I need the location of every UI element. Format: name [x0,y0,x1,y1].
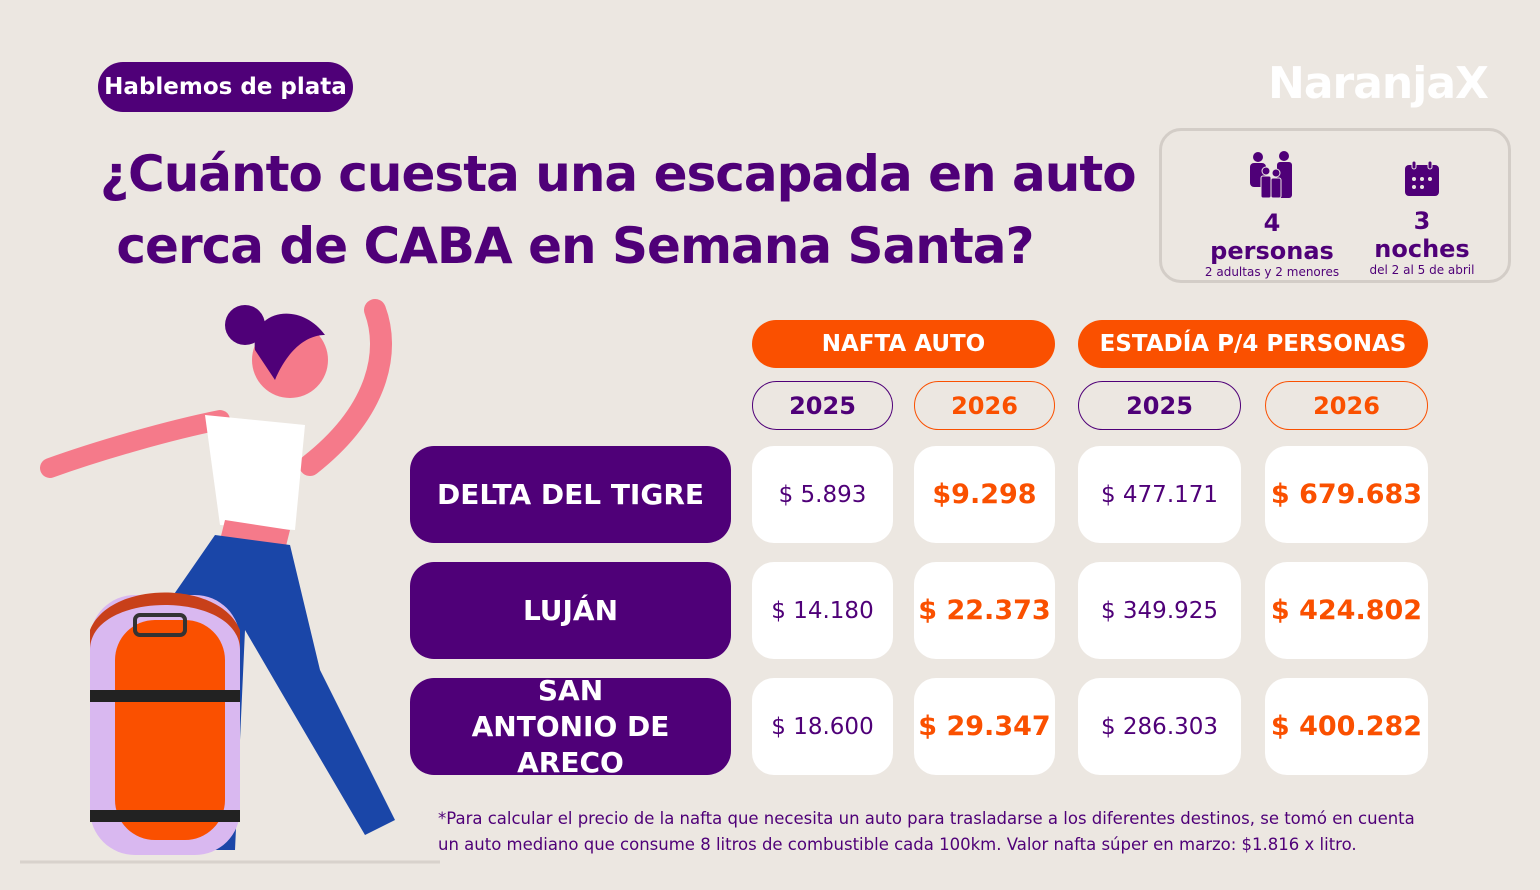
people-info: 4 personas 2 adultas y 2 menores [1202,151,1342,279]
price-cell: $ 679.683 [1265,446,1428,543]
naranjax-logo: NaranjaX [1268,58,1489,109]
price-cell: $ 400.282 [1265,678,1428,775]
people-count: 4 personas [1210,209,1334,265]
year-header-nafta-2026: 2026 [914,381,1055,430]
price-cell: $ 5.893 [752,446,893,543]
price-cell: $ 286.303 [1078,678,1241,775]
year-header-nafta-2025: 2025 [752,381,893,430]
group-header-nafta: NAFTA AUTO [752,320,1055,368]
destination-label: LUJÁN [410,562,731,659]
traveler-illustration [20,299,440,864]
year-header-estadia-2025: 2025 [1078,381,1241,430]
page-title: ¿Cuánto cuesta una escapada en auto cerc… [100,138,1137,282]
title-line-1: ¿Cuánto cuesta una escapada en auto [100,145,1137,203]
nights-dates: del 2 al 5 de abril [1369,263,1475,277]
price-cell: $ 424.802 [1265,562,1428,659]
price-cell: $ 29.347 [914,678,1055,775]
year-header-estadia-2026: 2026 [1265,381,1428,430]
price-cell: $ 22.373 [914,562,1055,659]
destination-label: SAN ANTONIO DE ARECO [410,674,731,779]
family-icon [1250,151,1292,199]
destination-label: DELTA DEL TIGRE [410,446,731,543]
footnote: *Para calcular el precio de la nafta que… [438,806,1415,858]
section-tag: Hablemos de plata [98,62,353,112]
title-line-2: cerca de CABA en Semana Santa? [100,217,1034,275]
nights-count: 3 noches [1374,207,1470,263]
footnote-line-2: un auto mediano que consume 8 litros de … [438,835,1357,854]
price-cell: $ 477.171 [1078,446,1241,543]
group-header-estadia: ESTADÍA P/4 PERSONAS [1078,320,1428,368]
nights-info: 3 noches del 2 al 5 de abril [1362,160,1482,277]
footnote-line-1: *Para calcular el precio de la nafta que… [438,809,1415,828]
price-cell: $ 14.180 [752,562,893,659]
price-cell: $ 18.600 [752,678,893,775]
price-cell: $9.298 [914,446,1055,543]
price-cell: $ 349.925 [1078,562,1241,659]
people-detail: 2 adultas y 2 menores [1204,265,1340,279]
calendar-icon [1405,160,1439,196]
trip-info-box: 4 personas 2 adultas y 2 menores 3 noche… [1159,128,1511,283]
